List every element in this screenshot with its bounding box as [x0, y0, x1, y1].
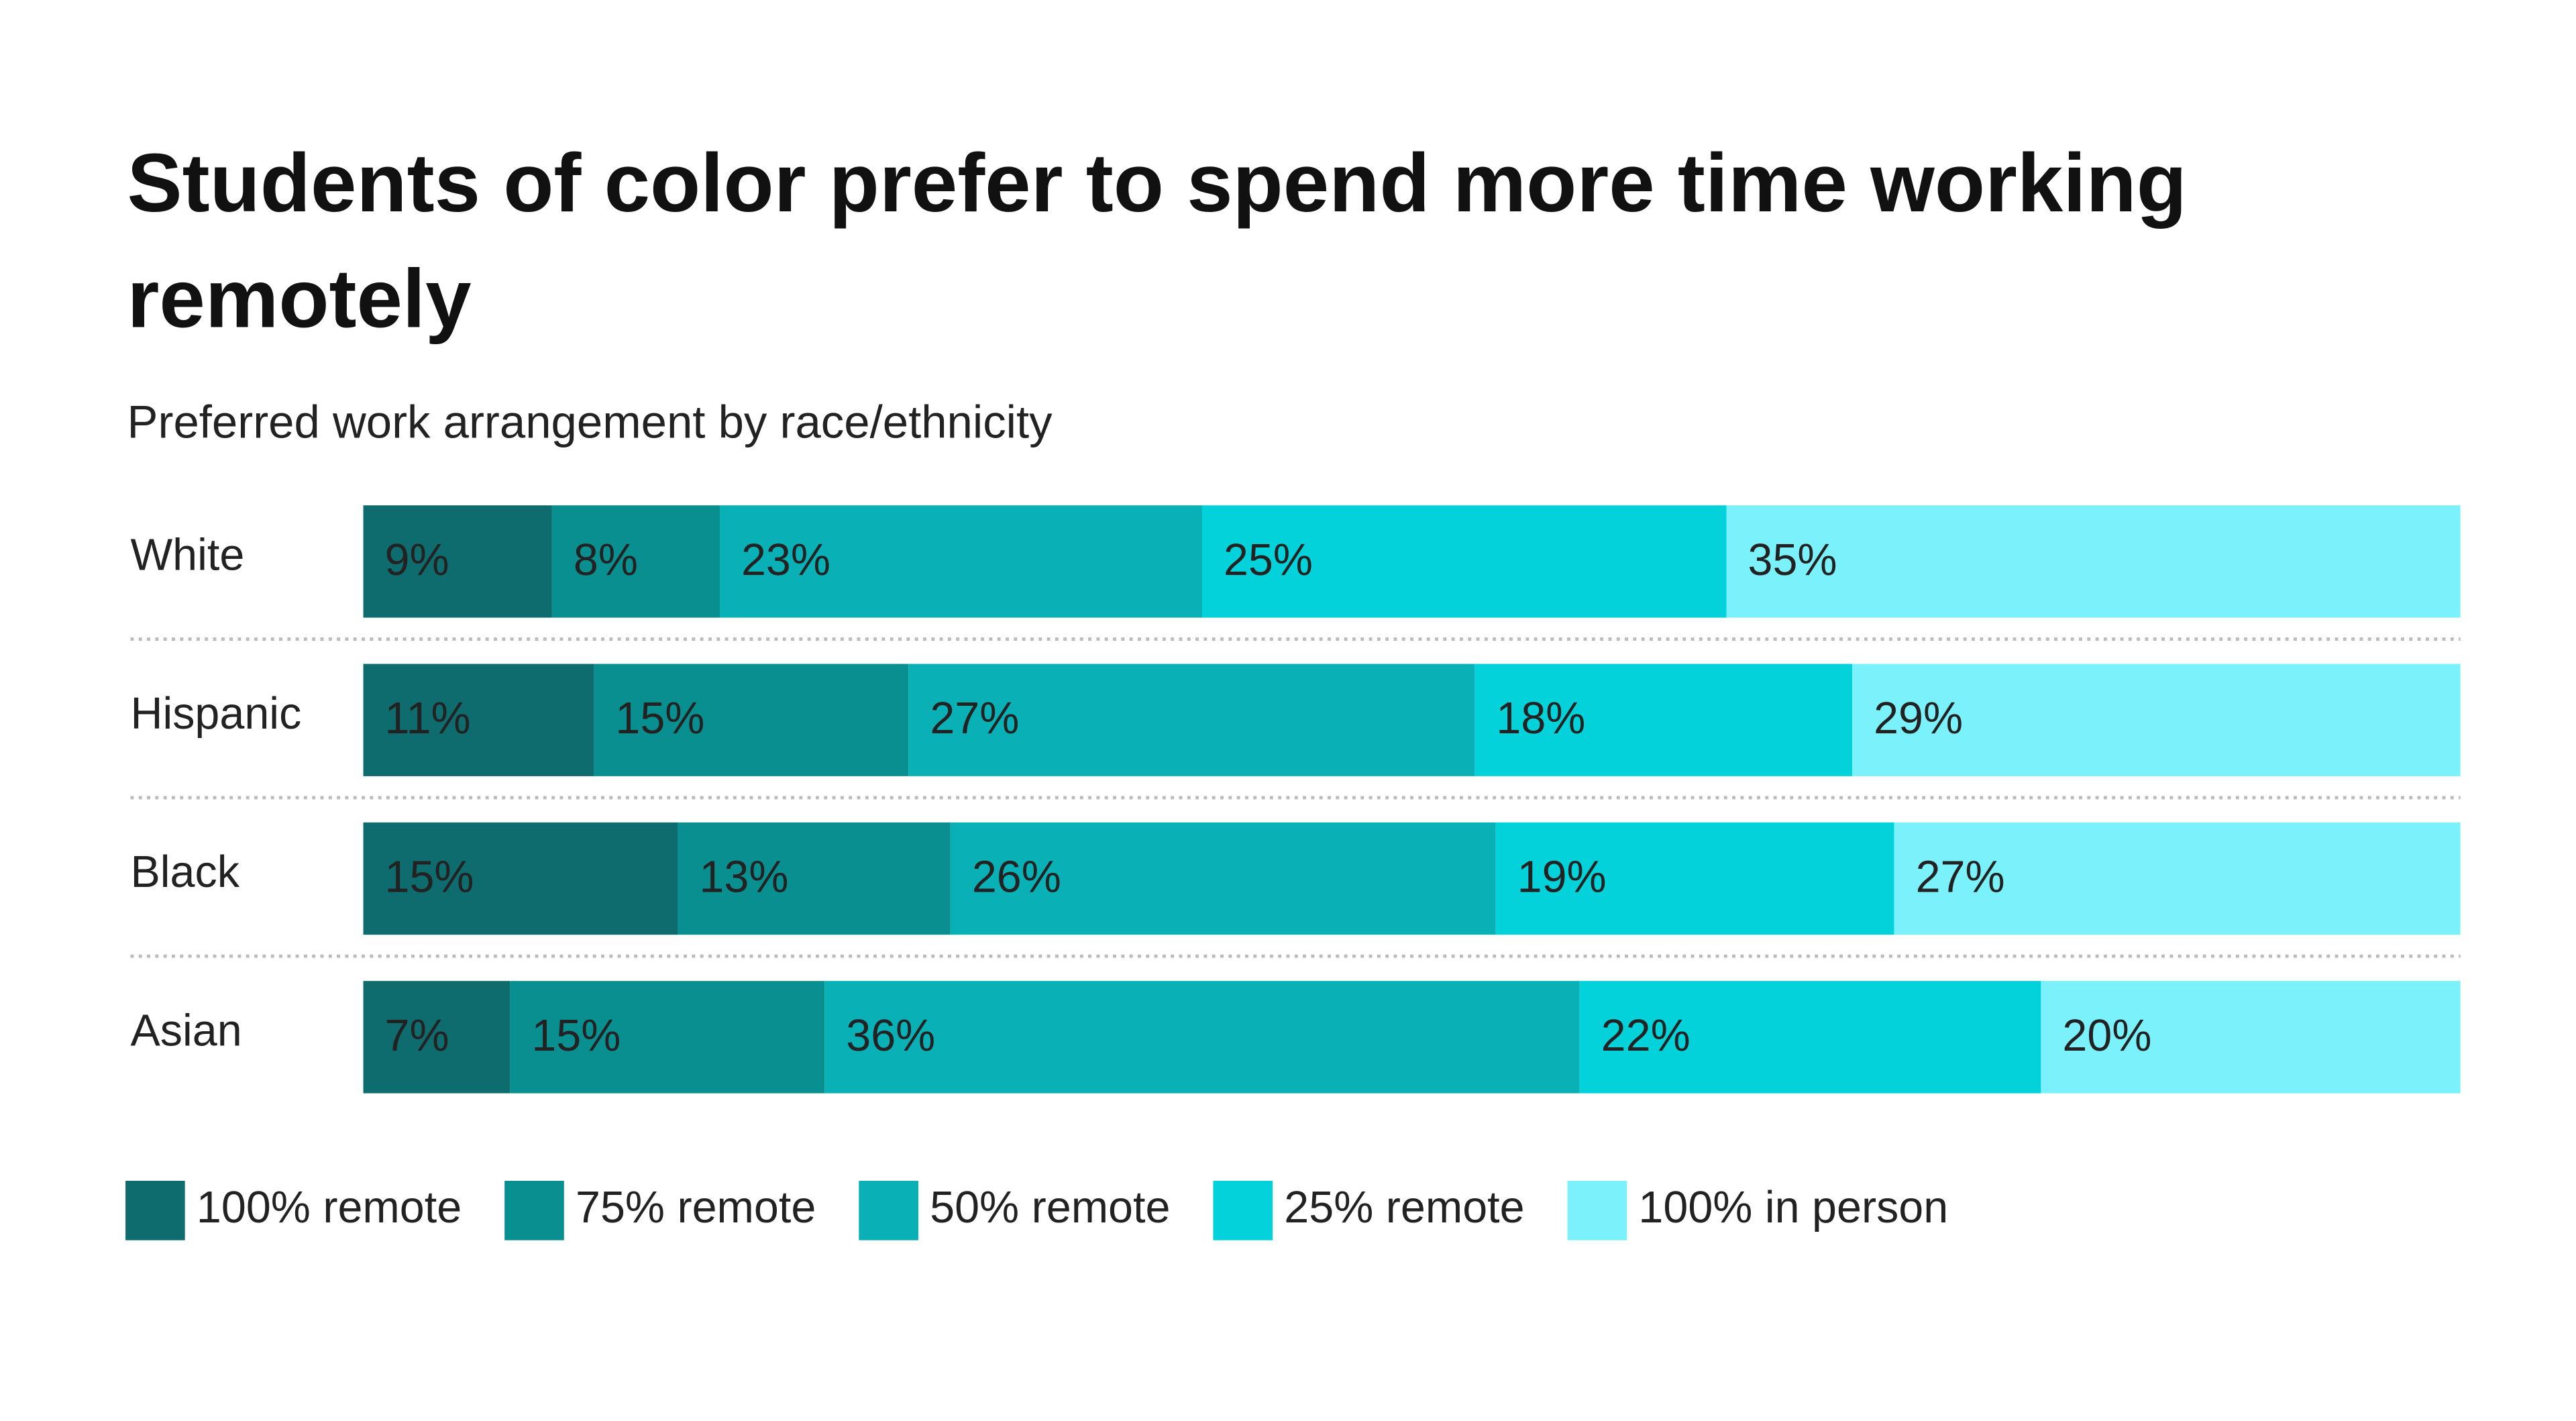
- bar-segment: [551, 505, 720, 618]
- category-label: White: [130, 531, 244, 580]
- value-label: 9%: [385, 535, 449, 585]
- chart-subtitle: Preferred work arrangement by race/ethni…: [127, 396, 1053, 448]
- bar-segment: [2041, 981, 2461, 1094]
- value-label: 26%: [972, 853, 1061, 902]
- legend-swatch: [1567, 1180, 1627, 1241]
- legend-swatch: [859, 1180, 918, 1241]
- value-label: 8%: [574, 535, 638, 585]
- bar-segment: [678, 822, 951, 935]
- bar-segment: [1726, 505, 2461, 618]
- category-label: Hispanic: [130, 689, 301, 739]
- bar-segment: [363, 505, 552, 618]
- value-label: 11%: [385, 694, 471, 743]
- value-label: 27%: [930, 694, 1019, 743]
- category-label: Black: [130, 847, 239, 897]
- value-label: 13%: [699, 853, 788, 902]
- value-label: 19%: [1517, 853, 1607, 902]
- value-label: 22%: [1601, 1011, 1690, 1061]
- legend-label: 75% remote: [576, 1183, 816, 1232]
- value-label: 36%: [846, 1011, 935, 1061]
- bar-segment: [594, 664, 909, 776]
- bar-segment: [908, 664, 1475, 776]
- value-label: 23%: [741, 535, 830, 585]
- legend-label: 100% remote: [197, 1183, 462, 1232]
- bar-segment: [719, 505, 1202, 618]
- legend-swatch: [125, 1180, 185, 1241]
- bar-segment: [1894, 822, 2461, 935]
- value-label: 15%: [531, 1011, 621, 1061]
- value-label: 35%: [1748, 535, 1837, 585]
- value-label: 27%: [1916, 853, 2005, 902]
- legend-swatch: [1213, 1180, 1273, 1241]
- category-label: Asian: [130, 1006, 241, 1055]
- legend-label: 25% remote: [1284, 1183, 1524, 1232]
- bar-segment: [824, 981, 1580, 1094]
- legend-swatch: [504, 1180, 564, 1241]
- bar-segment: [1474, 664, 1853, 776]
- value-label: 7%: [385, 1011, 449, 1061]
- value-label: 18%: [1496, 694, 1585, 743]
- value-label: 25%: [1224, 535, 1313, 585]
- value-label: 15%: [385, 853, 474, 902]
- bar-segment: [363, 664, 594, 776]
- legend-label: 50% remote: [930, 1183, 1170, 1232]
- bar-segment: [1579, 981, 2041, 1094]
- legend-label: 100% in person: [1638, 1183, 1948, 1232]
- value-label: 15%: [615, 694, 704, 743]
- bar-segment: [1201, 505, 1727, 618]
- bar-segment: [363, 822, 678, 935]
- value-label: 20%: [2062, 1011, 2151, 1061]
- value-label: 29%: [1874, 694, 1963, 743]
- bar-segment: [1495, 822, 1894, 935]
- bar-segment: [1852, 664, 2461, 776]
- bar-segment: [510, 981, 825, 1094]
- bar-segment: [950, 822, 1496, 935]
- bar-segment: [363, 981, 511, 1094]
- chart-title: Students of color prefer to spend more t…: [127, 137, 2187, 346]
